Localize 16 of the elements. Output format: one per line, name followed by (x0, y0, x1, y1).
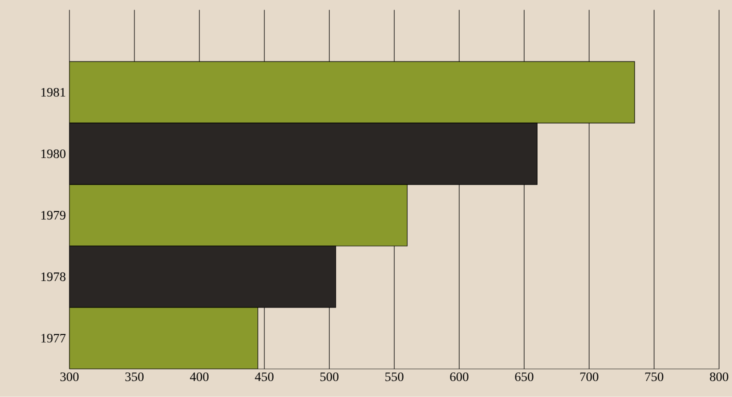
x-tick-label: 800 (710, 372, 728, 382)
x-tick-label: 450 (254, 372, 274, 382)
x-tick-label: 650 (515, 372, 534, 382)
x-tick-label: 350 (125, 372, 144, 382)
y-tick-label: 1978 (41, 272, 66, 282)
x-tick-label: 500 (320, 372, 338, 382)
x-tick-label: 300 (60, 372, 79, 382)
y-tick-label: 1979 (41, 211, 66, 220)
x-tick-label: 750 (645, 372, 664, 382)
y-tick-label: 1977 (41, 334, 66, 343)
y-tick-label: 1981 (41, 88, 66, 97)
y-tick-label: 1980 (41, 150, 66, 158)
x-tick-label: 550 (385, 372, 404, 382)
x-tick-label: 600 (450, 372, 468, 382)
x-tick-label: 700 (580, 372, 598, 382)
x-tick-label: 400 (190, 372, 209, 382)
